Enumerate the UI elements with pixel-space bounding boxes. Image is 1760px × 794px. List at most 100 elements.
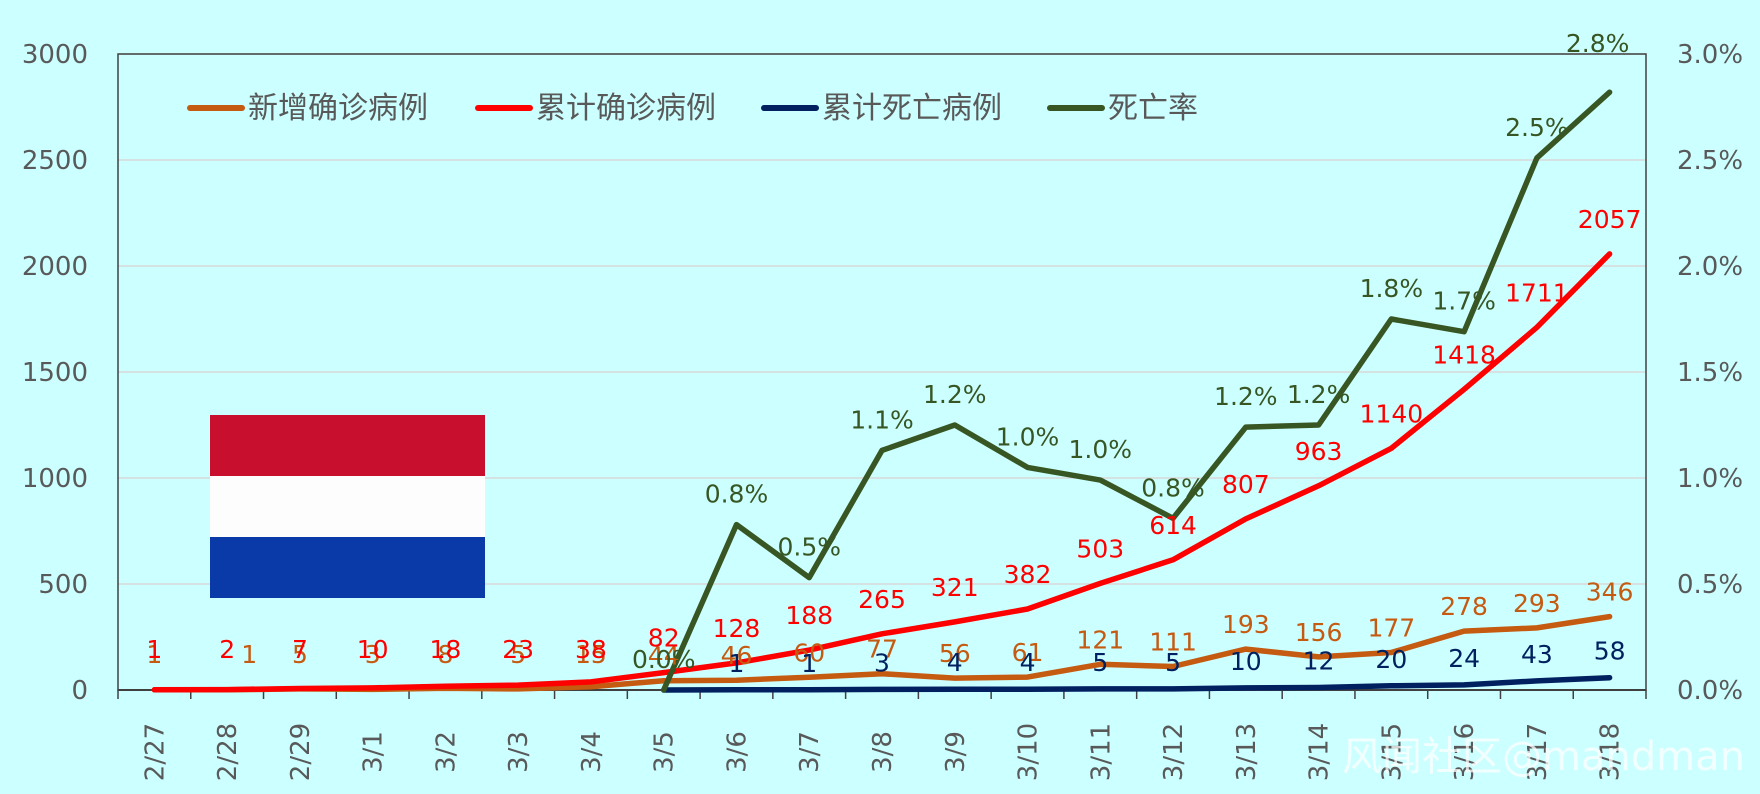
- data-label: 5: [1165, 648, 1181, 677]
- x-tick-label: 3/13: [1232, 723, 1262, 781]
- x-axis-ticks: 2/27 2/28 2/29 3/1 3/2 3/3 3/4 3/5 3/6 3/7 3/8 3/9 3…: [140, 723, 1625, 781]
- data-label: 503: [1076, 534, 1124, 563]
- data-label: 24: [1448, 644, 1480, 673]
- data-label: 4: [1020, 648, 1036, 677]
- watermark: 风闻社区@mandman: [1342, 734, 1745, 780]
- y-axis-left-ticks: 0 500 1000 1500 2000 2500 3000: [22, 40, 88, 706]
- x-tick-label: 3/2: [431, 731, 461, 773]
- data-label: 7: [292, 635, 308, 664]
- data-label: 1.2%: [923, 380, 987, 409]
- flag-stripe-red: [210, 415, 485, 476]
- data-label: 614: [1149, 511, 1197, 540]
- data-label: 2: [219, 635, 235, 664]
- data-label: 0.8%: [705, 480, 769, 509]
- data-label: 2057: [1578, 205, 1642, 234]
- data-label: 8: [437, 640, 453, 669]
- data-label: 0.0%: [632, 645, 696, 674]
- x-tick-label: 3/17: [1523, 723, 1553, 781]
- data-label: 1: [146, 635, 162, 664]
- data-label: 382: [1004, 560, 1052, 589]
- data-label: 12: [1303, 646, 1335, 675]
- data-label: 5: [510, 640, 526, 669]
- y-right-tick-label: 1.5%: [1677, 358, 1743, 388]
- x-tick-label: 3/12: [1159, 723, 1189, 781]
- data-label: 193: [1222, 610, 1270, 639]
- data-label: 1.7%: [1432, 287, 1496, 316]
- data-label: 1: [801, 649, 817, 678]
- x-tick-label: 3/9: [941, 731, 971, 773]
- data-label: 1.2%: [1214, 382, 1278, 411]
- y-left-tick-label: 1000: [22, 464, 88, 494]
- data-label: 15: [575, 640, 607, 669]
- data-label: 4: [947, 648, 963, 677]
- x-tick-label: 2/29: [286, 723, 316, 781]
- data-label: 1: [729, 649, 745, 678]
- data-label: 963: [1295, 437, 1343, 466]
- x-tick-label: 3/10: [1014, 723, 1044, 781]
- x-tick-label: 3/1: [359, 731, 389, 773]
- legend-label: 死亡率: [1108, 91, 1198, 126]
- legend: 新增确诊病例 累计确诊病例 累计死亡病例 死亡率: [187, 91, 1198, 126]
- x-tick-label: 3/14: [1305, 723, 1335, 781]
- x-tick-label: 3/3: [504, 731, 534, 773]
- x-tick-label: 3/8: [868, 731, 898, 773]
- data-label: 188: [785, 601, 833, 630]
- data-label: 82: [648, 624, 680, 653]
- series-line-2: [660, 674, 1613, 693]
- flag-stripe-blue: [210, 537, 485, 598]
- data-label: 3: [874, 648, 890, 677]
- data-label: 128: [713, 614, 761, 643]
- data-label: 5: [292, 640, 308, 669]
- data-label: 3: [365, 640, 381, 669]
- y-right-tick-label: 2.0%: [1677, 252, 1743, 282]
- data-label: 38: [575, 635, 607, 664]
- data-label: 265: [858, 585, 906, 614]
- flag-stripe-white: [210, 476, 485, 537]
- x-tick-label: 3/18: [1596, 723, 1626, 781]
- data-label: 278: [1440, 592, 1488, 621]
- x-tick-label: 2/28: [213, 723, 243, 781]
- data-label: 60: [793, 638, 825, 667]
- data-label: 156: [1295, 618, 1343, 647]
- y-right-tick-label: 2.5%: [1677, 146, 1743, 176]
- y-right-tick-label: 0.5%: [1677, 570, 1743, 600]
- x-tick-label: 3/11: [1086, 723, 1116, 781]
- data-label: 121: [1076, 625, 1124, 654]
- data-label: 2.5%: [1505, 113, 1569, 142]
- data-label: 1.0%: [996, 422, 1060, 451]
- data-label: 1: [241, 640, 257, 669]
- data-label: 293: [1513, 589, 1561, 618]
- data-label: 44: [648, 642, 680, 671]
- data-label: 111: [1149, 627, 1197, 656]
- data-label: 20: [1375, 645, 1407, 674]
- data-label: 1711: [1505, 278, 1569, 307]
- y-right-tick-label: 1.0%: [1677, 464, 1743, 494]
- data-label: 1.8%: [1360, 274, 1424, 303]
- data-label: 56: [939, 639, 971, 668]
- data-label: 0.5%: [777, 533, 841, 562]
- y-right-tick-label: 0.0%: [1677, 676, 1743, 706]
- x-tick-label: 3/6: [722, 731, 752, 773]
- x-tick-label: 3/4: [577, 731, 607, 773]
- x-tick-label: 3/15: [1377, 723, 1407, 781]
- x-tick-label: 3/5: [650, 731, 680, 773]
- data-label: 77: [866, 635, 898, 664]
- data-label: 807: [1222, 470, 1270, 499]
- data-label: 177: [1367, 613, 1415, 642]
- y-right-tick-label: 3.0%: [1677, 40, 1743, 70]
- x-tick-label: 2/27: [140, 723, 170, 781]
- data-label: 321: [931, 573, 979, 602]
- series-line-3: [660, 89, 1613, 693]
- y-left-tick-label: 0: [71, 676, 88, 706]
- y-left-tick-label: 500: [38, 570, 88, 600]
- y-left-tick-label: 2500: [22, 146, 88, 176]
- data-label: 1.1%: [850, 405, 914, 434]
- legend-label: 累计死亡病例: [822, 91, 1002, 126]
- data-label: 346: [1586, 578, 1634, 607]
- legend-label: 新增确诊病例: [248, 91, 428, 126]
- data-label: 18: [430, 635, 462, 664]
- data-label: 1.0%: [1069, 435, 1133, 464]
- data-label: 1: [146, 640, 162, 669]
